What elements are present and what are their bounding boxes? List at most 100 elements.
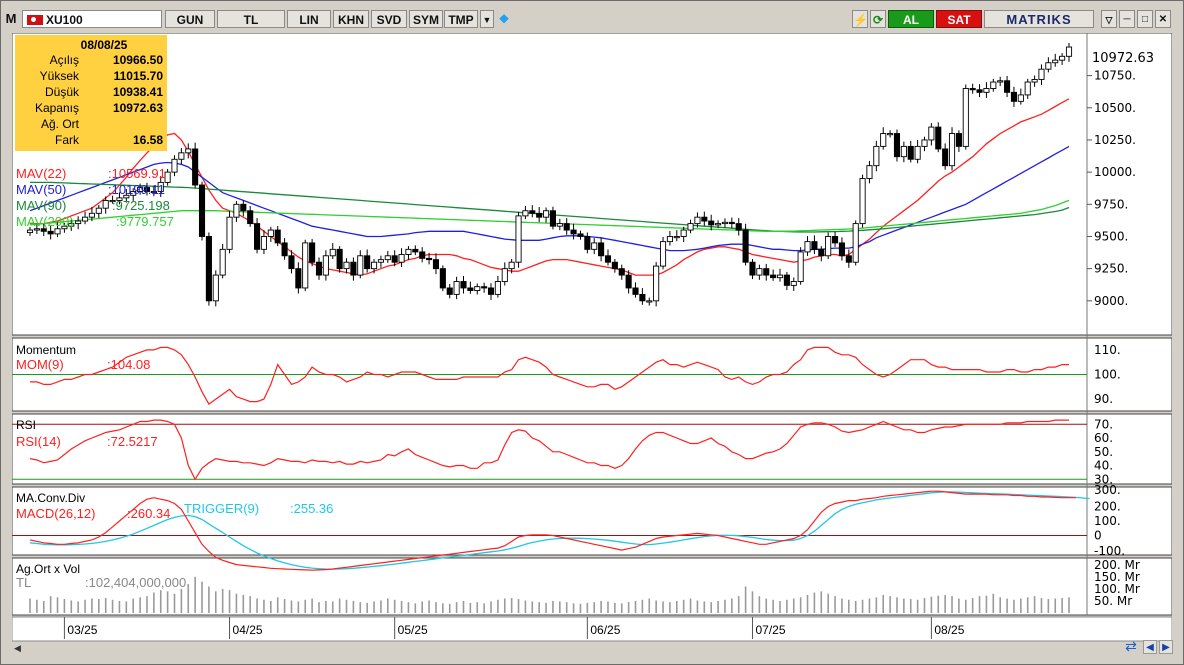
candle: [646, 297, 653, 306]
candle: [487, 283, 495, 300]
candle: [1031, 75, 1038, 87]
candle: [357, 250, 364, 279]
mav22-value: :10569.91: [108, 166, 166, 181]
candle: [412, 245, 419, 256]
mav50-value: :10199.11: [108, 182, 165, 197]
candle: [75, 216, 82, 230]
date-label: 06/25: [590, 623, 620, 637]
refresh-icon[interactable]: ⟳: [870, 10, 886, 28]
candle: [481, 282, 488, 293]
candle: [137, 183, 144, 195]
candle: [866, 160, 873, 184]
dropdown-icon[interactable]: ▼: [480, 10, 494, 28]
candle: [192, 142, 199, 189]
candle: [508, 259, 515, 274]
matriks-logo-button[interactable]: M: [4, 10, 18, 28]
sym-button[interactable]: SYM: [409, 10, 443, 28]
price-panel[interactable]: [12, 33, 1172, 336]
rsi-value: :72.5217: [107, 434, 158, 449]
khn-button[interactable]: KHN: [333, 10, 369, 28]
candle: [543, 207, 550, 223]
brand-label[interactable]: MATRIKS: [984, 10, 1094, 28]
date-axis: [12, 616, 1172, 642]
candle: [81, 211, 89, 225]
price-tick-label: 10500.: [1094, 101, 1136, 115]
mav-line-1: [30, 98, 1070, 276]
rsi-line: [29, 419, 1069, 481]
candle: [150, 185, 157, 197]
rsi-title: RSI: [16, 418, 36, 432]
price-tick-label: 9000.: [1094, 294, 1128, 308]
sell-button[interactable]: SAT: [936, 10, 982, 28]
candle: [900, 141, 907, 163]
candle: [983, 82, 990, 98]
rsi-tick-label: 50.: [1094, 445, 1113, 459]
twitter-icon[interactable]: ❖: [495, 10, 513, 28]
last-price-label: 10972.63: [1092, 51, 1154, 66]
candle: [515, 211, 522, 268]
candle: [432, 253, 440, 275]
lightning-icon[interactable]: ⚡: [852, 10, 868, 28]
macd-tick-label: 200.: [1094, 499, 1121, 513]
volume-panel[interactable]: [12, 557, 1172, 616]
toolbar: M XU100 GUN TL LIN KHN SVD SYM TMP ▼ ❖ ⚡…: [4, 10, 1180, 30]
scroll-left-button[interactable]: ◀: [14, 643, 21, 653]
candle: [391, 250, 398, 267]
scroll-forward-button[interactable]: ▶: [1159, 640, 1173, 654]
candle: [439, 265, 446, 292]
candle: [859, 174, 866, 228]
candle: [893, 129, 901, 162]
candle: [976, 84, 983, 98]
minimize-icon[interactable]: ─: [1119, 10, 1135, 28]
candle: [233, 201, 240, 222]
candle: [467, 281, 474, 294]
maximize-icon[interactable]: □: [1137, 10, 1153, 28]
rsi-tick-label: 60.: [1094, 431, 1113, 445]
candle: [95, 204, 102, 219]
price-tick-label: 10000.: [1094, 165, 1136, 179]
candle: [336, 246, 343, 273]
volume-tick-label: 200. Mr: [1094, 558, 1140, 572]
volume-title: Ag.Ort x Vol: [16, 562, 80, 576]
svd-button[interactable]: SVD: [371, 10, 407, 28]
sync-icon[interactable]: ⇄: [1125, 638, 1137, 654]
mav90-value: :9725.198: [112, 198, 170, 213]
currency-button[interactable]: TL: [217, 10, 285, 28]
volume-value: :102,404,000,000: [85, 575, 186, 590]
symbol-selector[interactable]: XU100: [22, 10, 162, 28]
candle: [1024, 78, 1031, 99]
candle: [274, 226, 281, 247]
buy-button[interactable]: AL: [888, 10, 934, 28]
close-icon[interactable]: ✕: [1155, 10, 1171, 28]
candle: [88, 207, 95, 222]
momentum-title: Momentum: [16, 343, 76, 357]
scale-button[interactable]: LIN: [287, 10, 331, 28]
candle: [632, 282, 639, 298]
candle: [143, 182, 151, 196]
macd-panel[interactable]: [12, 486, 1172, 556]
candle: [591, 238, 598, 255]
candle: [1038, 64, 1045, 86]
date-label: 03/25: [67, 623, 97, 637]
candle: [639, 288, 646, 305]
candle: [157, 176, 164, 197]
mav-legend: MAV(22) :10569.91 MAV(50) :10199.11 MAV(…: [16, 166, 174, 229]
window-menu-icon[interactable]: ▽: [1101, 10, 1117, 28]
rsi-tick-label: 30.: [1094, 472, 1113, 486]
candle: [364, 249, 371, 273]
candle: [570, 223, 577, 240]
candle: [529, 205, 536, 218]
candle: [267, 226, 274, 243]
mav90-label: MAV(90): [16, 198, 66, 213]
candle: [811, 235, 818, 255]
period-button[interactable]: GUN: [165, 10, 215, 28]
scroll-back-button[interactable]: ◀: [1143, 640, 1157, 654]
candle: [563, 218, 570, 235]
candle: [350, 257, 357, 281]
candle: [254, 218, 261, 254]
rsi-panel[interactable]: [12, 413, 1172, 485]
candle: [584, 232, 591, 254]
candle: [343, 258, 350, 274]
candle: [1059, 53, 1066, 65]
tmp-button[interactable]: TMP: [444, 10, 478, 28]
